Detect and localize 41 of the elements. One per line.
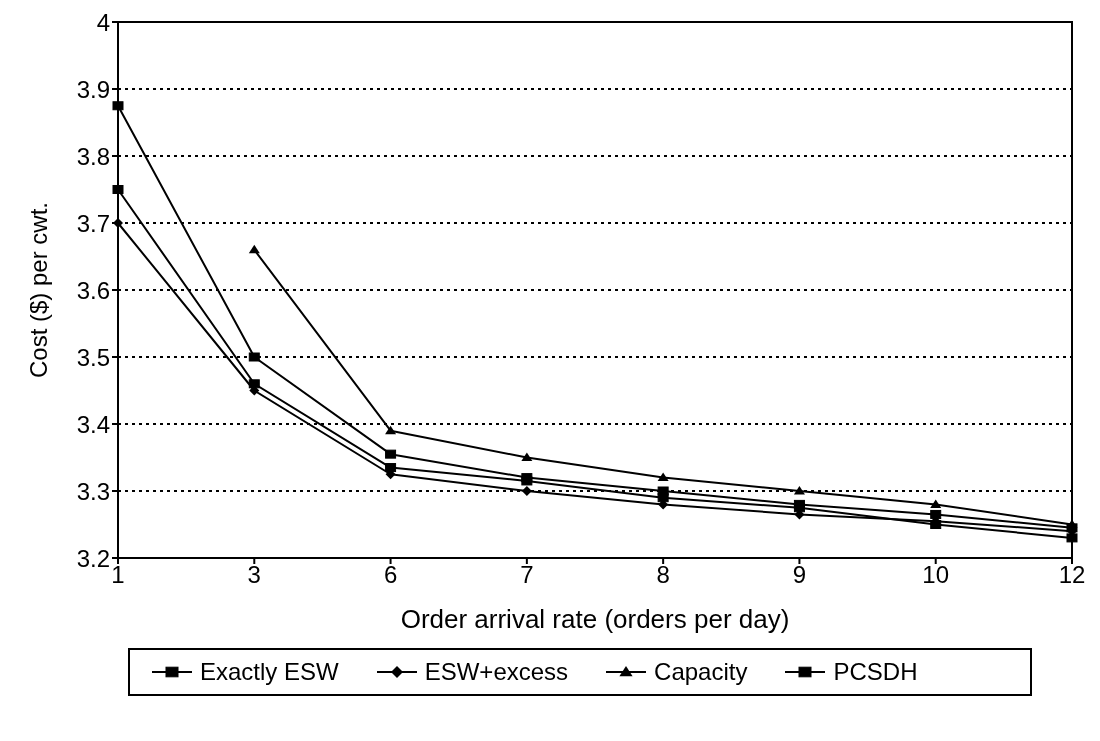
point	[930, 499, 942, 508]
point	[1066, 533, 1078, 543]
y-tick-label: 3.5	[76, 343, 110, 371]
x-tick-label: 3	[247, 561, 261, 589]
legend-label: Exactly ESW	[200, 658, 339, 686]
legend-label: Capacity	[654, 658, 748, 686]
point	[385, 449, 397, 459]
legend-label: ESW+excess	[424, 658, 569, 686]
point	[657, 472, 669, 482]
y-tick-label: 3.6	[76, 276, 110, 304]
x-tick-label: 1	[111, 561, 125, 589]
x-tick-label: 7	[520, 561, 534, 589]
point	[521, 486, 532, 496]
x-axis-title: Order arrival rate (orders per day)	[400, 604, 790, 634]
y-tick-label: 3.2	[76, 544, 110, 572]
point	[385, 425, 397, 435]
point	[112, 101, 124, 111]
y-tick-label: 3.7	[76, 209, 110, 237]
y-axis-title: Cost ($) per cwt.	[24, 201, 52, 379]
x-tick-label: 6	[383, 561, 398, 589]
x-tick-label: 10	[922, 561, 950, 589]
point	[112, 185, 124, 194]
point	[248, 379, 260, 389]
y-tick-label: 3.8	[76, 142, 110, 170]
x-tick-label: 12	[1058, 561, 1086, 589]
point	[248, 352, 260, 362]
x-tick-label: 8	[656, 561, 670, 589]
y-tick-label: 3.9	[76, 75, 110, 103]
legend-label: PCSDH	[833, 658, 918, 686]
point	[521, 452, 533, 461]
point	[930, 520, 942, 529]
y-tick-label: 3.4	[76, 410, 110, 438]
y-tick-label: 4	[96, 8, 110, 36]
x-tick-label: 9	[792, 561, 807, 589]
point	[793, 503, 805, 513]
point	[657, 493, 669, 503]
point	[930, 509, 942, 519]
point	[385, 463, 397, 473]
point	[248, 244, 260, 254]
point	[793, 486, 805, 495]
y-tick-label: 3.3	[76, 477, 110, 505]
